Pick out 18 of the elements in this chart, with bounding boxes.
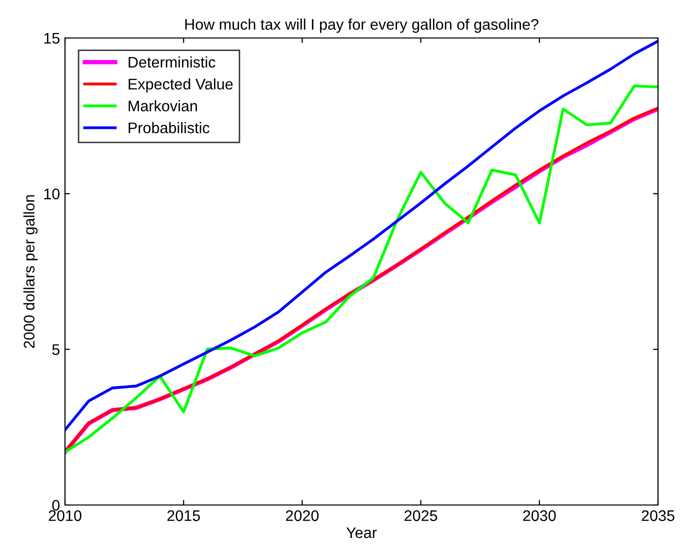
x-axis-title: Year bbox=[346, 527, 377, 538]
legend-label: Deterministic bbox=[128, 56, 216, 68]
x-tick-label: 2025 bbox=[404, 510, 438, 522]
y-tick-label: 5 bbox=[52, 344, 60, 356]
legend-label: Markovian bbox=[128, 100, 197, 112]
line-series bbox=[65, 40, 658, 432]
x-tick-label: 2015 bbox=[167, 510, 200, 522]
chart-title: How much tax will I pay for every gallon of gasoline? bbox=[185, 18, 538, 33]
x-tick-label: 2010 bbox=[48, 510, 82, 522]
x-tick-label: 2030 bbox=[523, 510, 556, 522]
y-tick-label: 15 bbox=[44, 33, 60, 44]
x-tick-label: 2020 bbox=[286, 510, 319, 522]
legend-label: Expected Value bbox=[128, 78, 233, 93]
x-tick-label: 2035 bbox=[642, 510, 674, 522]
y-tick-label: 0 bbox=[52, 500, 60, 511]
y-tick-label: 10 bbox=[44, 188, 60, 200]
y-axis-title: 2000 dollars per gallon bbox=[23, 195, 38, 348]
legend-label: Probabilistic bbox=[128, 122, 210, 134]
